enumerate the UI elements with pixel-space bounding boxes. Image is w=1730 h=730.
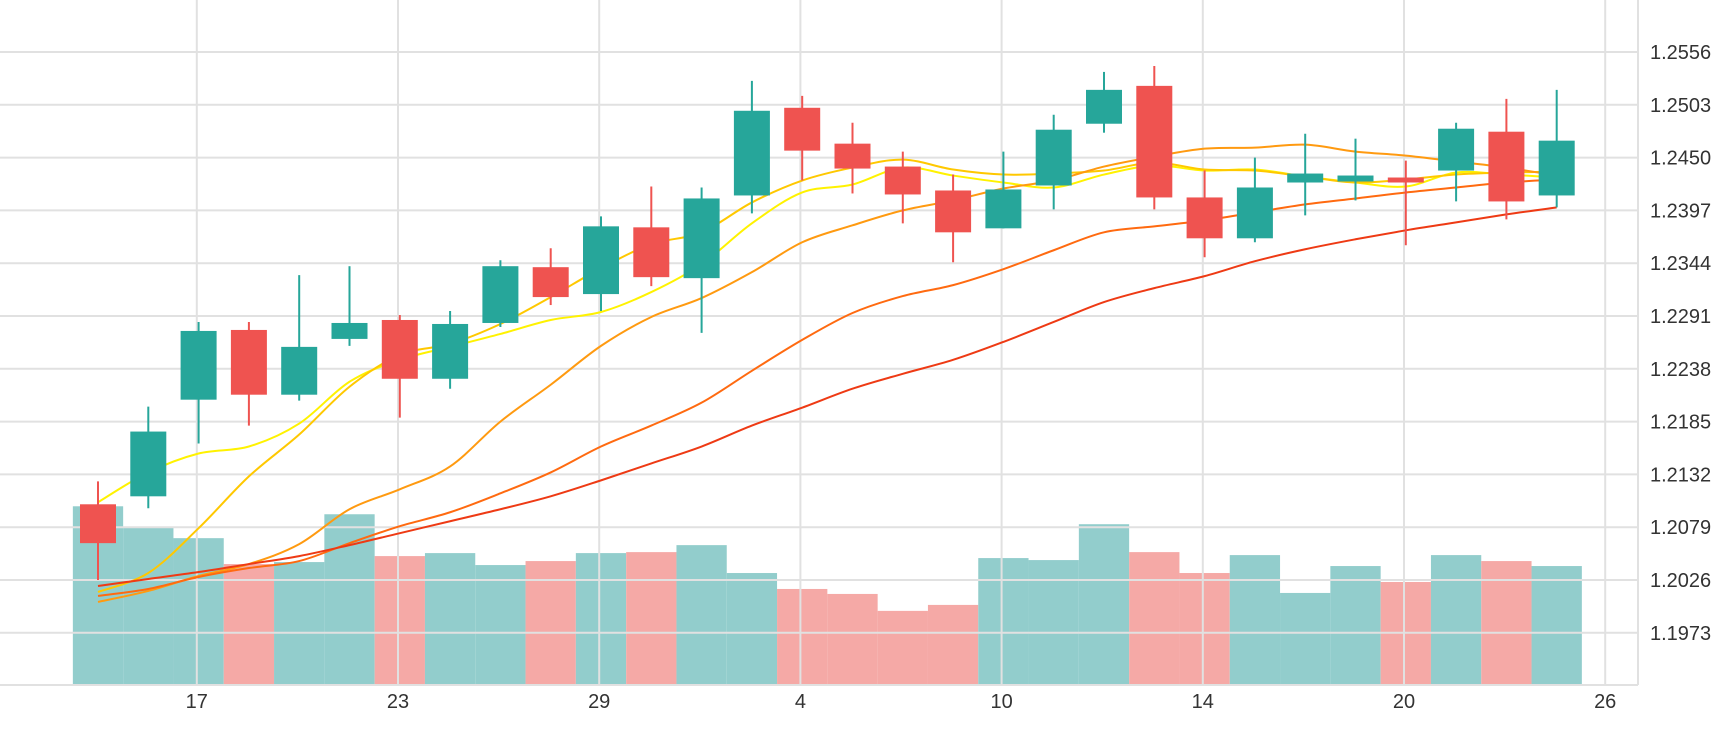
volume-bar	[575, 553, 627, 685]
volume-bar	[1078, 524, 1130, 685]
volume-bar	[1028, 560, 1079, 685]
volume-bar	[475, 565, 526, 685]
moving-average-line	[97, 143, 1557, 603]
y-tick-label: 1.1973	[1650, 623, 1711, 645]
y-tick-label: 1.2556	[1650, 42, 1711, 64]
candle-body	[733, 110, 770, 196]
candle-body	[683, 198, 720, 279]
x-tick-label: 10	[990, 691, 1012, 713]
y-tick-label: 1.2291	[1650, 306, 1711, 328]
candle-body	[985, 189, 1022, 229]
volume-bar	[1330, 566, 1381, 685]
y-tick-label: 1.2397	[1650, 200, 1711, 222]
volume-bar	[1280, 592, 1331, 685]
candle-body	[935, 190, 972, 233]
candle-body	[482, 266, 519, 323]
volume-bar	[374, 556, 425, 685]
volume-bar	[726, 573, 778, 685]
y-tick-label: 1.2450	[1650, 148, 1711, 170]
candle-body	[1136, 85, 1173, 198]
volume-bar	[324, 514, 375, 685]
y-tick-label: 1.2185	[1650, 412, 1711, 434]
candle-body	[432, 323, 469, 379]
candle-body	[1035, 129, 1072, 186]
candle-body	[1236, 187, 1273, 239]
candle-body	[130, 431, 167, 497]
x-tick-label: 4	[795, 691, 806, 713]
candle-body	[180, 330, 217, 400]
y-tick-label: 1.2344	[1650, 253, 1711, 275]
moving-average-line	[97, 206, 1557, 587]
candle-body	[633, 227, 670, 278]
candle-body	[80, 504, 116, 544]
candle-body	[381, 319, 418, 379]
candle-body	[532, 267, 569, 298]
candle-body	[230, 329, 267, 395]
candle-body	[1337, 175, 1374, 182]
x-tick-label: 23	[387, 691, 409, 713]
candle-body	[1438, 128, 1475, 171]
volume-bar	[173, 538, 224, 685]
x-tick-label: 14	[1192, 691, 1214, 713]
moving-average-line	[97, 164, 1557, 504]
moving-average-line	[97, 178, 1557, 597]
candle-body	[884, 166, 921, 195]
candle-body	[1387, 177, 1424, 183]
x-tick-label: 17	[186, 691, 208, 713]
candle-body	[1538, 140, 1575, 196]
candle-body	[1186, 197, 1223, 239]
candle-body	[331, 322, 368, 339]
volume-bar	[123, 527, 174, 685]
volume-bar	[927, 604, 979, 685]
volume-bar	[1481, 561, 1532, 685]
volume-bar	[525, 561, 576, 685]
volume-bar	[1129, 552, 1180, 685]
candle-body	[1086, 89, 1122, 124]
y-tick-label: 1.2503	[1650, 95, 1711, 117]
x-tick-label: 26	[1594, 691, 1616, 713]
volume-bar	[978, 558, 1029, 685]
y-tick-label: 1.2238	[1650, 359, 1711, 381]
y-tick-label: 1.2079	[1650, 517, 1711, 539]
candle-body	[583, 226, 619, 295]
x-tick-label: 20	[1393, 691, 1415, 713]
volume-bar	[1229, 555, 1281, 685]
volume-bar	[777, 588, 828, 685]
volume-bar	[1531, 566, 1582, 685]
candle-body	[281, 346, 318, 395]
volume-bar	[274, 562, 325, 685]
y-tick-label: 1.2026	[1650, 570, 1711, 592]
candle-body	[784, 107, 821, 151]
volume-bar	[626, 552, 677, 685]
volume-bar	[1430, 555, 1482, 685]
candle-body	[1488, 131, 1525, 202]
x-tick-label: 29	[588, 691, 610, 713]
y-tick-label: 1.2132	[1650, 464, 1711, 486]
volume-bar	[676, 545, 727, 685]
volume-bar	[1179, 573, 1230, 685]
candle-body	[834, 143, 871, 169]
volume-bar	[223, 564, 275, 685]
volume-bar	[877, 610, 928, 685]
candle-body	[1287, 173, 1324, 183]
volume-bar	[424, 553, 476, 685]
volume-bar	[827, 593, 878, 685]
